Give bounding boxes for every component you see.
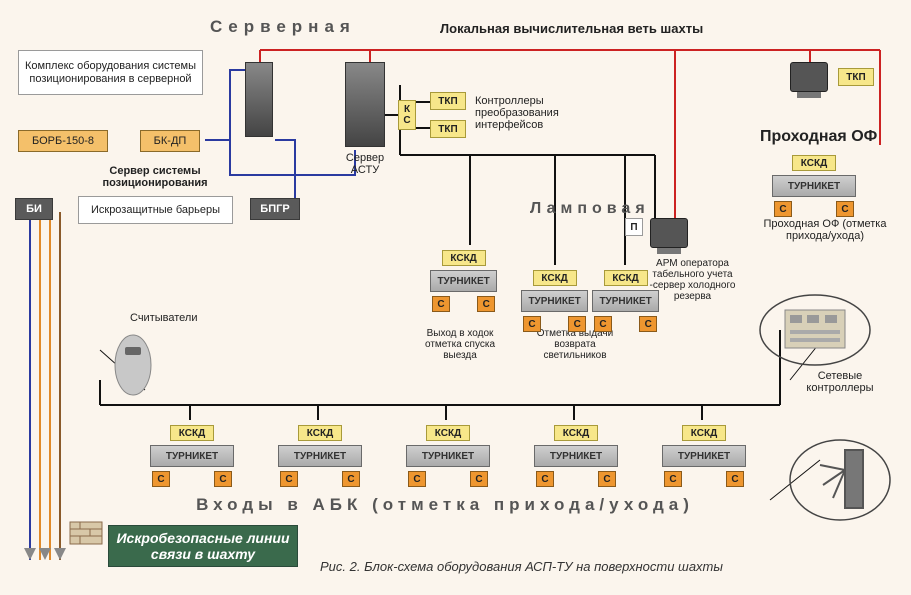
box-c: С [568, 316, 586, 332]
box-kskd: КСКД [442, 250, 486, 266]
box-tkp-top: ТКП [838, 68, 874, 86]
lbl-gate-of-sub: Проходная ОФ (отметка прихода/ухода) [760, 218, 890, 242]
box-c: С [639, 316, 657, 332]
lbl-netctrl: Сетевые контроллеры [795, 370, 885, 394]
lbl-out1: Выход в ходок отметка спуска выезда [420, 328, 500, 361]
box-safe-lines: Искробезопасные линии связи в шахту [108, 525, 298, 567]
box-turnstile: ТУРНИКЕТ [406, 445, 490, 467]
hdr-server-room: Серверная [210, 18, 356, 37]
box-c: С [408, 471, 426, 487]
box-turnstile: ТУРНИКЕТ [662, 445, 746, 467]
box-ks: К С [398, 100, 416, 130]
box-kskd: КСКД [554, 425, 598, 441]
lbl-out2: Отметка выдачи возврата светильников [525, 328, 625, 361]
box-kskd: КСКД [604, 270, 648, 286]
box-tkp-2: ТКП [430, 120, 466, 138]
box-kskd: КСКД [792, 155, 836, 171]
hdr-abk: Входы в АБК (отметка прихода/ухода) [125, 496, 765, 515]
box-kskd: КСКД [170, 425, 214, 441]
lbl-srv-pos: Сервер системы позиционирования [70, 165, 240, 189]
box-bars: Искрозащитные барьеры [78, 196, 233, 224]
box-bkdp: БК‑ДП [140, 130, 200, 152]
box-turnstile: ТУРНИКЕТ [278, 445, 362, 467]
box-bi: БИ [15, 198, 53, 220]
hdr-lan: Локальная вычислительная веть шахты [440, 22, 703, 36]
box-kskd: КСКД [533, 270, 577, 286]
box-c: С [726, 471, 744, 487]
pc-top [790, 62, 828, 92]
box-kskd: КСКД [298, 425, 342, 441]
box-c: С [432, 296, 450, 312]
box-c: С [664, 471, 682, 487]
server-positioning [245, 62, 273, 137]
server-astu [345, 62, 385, 147]
box-turnstile: ТУРНИКЕТ [534, 445, 618, 467]
box-c: С [836, 201, 854, 217]
box-c: С [280, 471, 298, 487]
pc-arm [650, 218, 688, 248]
box-complex: Комплекс оборудования системы позиционир… [18, 50, 203, 95]
box-p: П [625, 218, 643, 236]
box-turnstile: ТУРНИКЕТ [772, 175, 856, 197]
box-c: С [536, 471, 554, 487]
box-bpgr: БПГР [250, 198, 300, 220]
box-kskd: КСКД [426, 425, 470, 441]
box-turnstile: ТУРНИКЕТ [521, 290, 588, 312]
box-c: С [152, 471, 170, 487]
box-turnstile: ТУРНИКЕТ [592, 290, 659, 312]
box-turnstile: ТУРНИКЕТ [430, 270, 497, 292]
box-c: С [774, 201, 792, 217]
lbl-ctrl-conv: Контроллеры преобразования интерфейсов [475, 95, 585, 131]
box-tkp-1: ТКП [430, 92, 466, 110]
box-c: С [470, 471, 488, 487]
lbl-srv-astu: Сервер АСТУ [335, 152, 395, 176]
lbl-readers: Считыватели [130, 312, 197, 324]
box-c: С [214, 471, 232, 487]
box-c: С [477, 296, 495, 312]
figure-caption: Рис. 2. Блок-схема оборудования АСП-ТУ н… [320, 560, 723, 574]
box-c: С [342, 471, 360, 487]
box-c: С [523, 316, 541, 332]
box-kskd: КСКД [682, 425, 726, 441]
box-turnstile: ТУРНИКЕТ [150, 445, 234, 467]
hdr-lamp: Ламповая [530, 200, 650, 218]
box-c: С [598, 471, 616, 487]
box-c: С [594, 316, 612, 332]
box-borb: БОРБ‑150‑8 [18, 130, 108, 152]
hdr-gate-of: Проходная ОФ [760, 128, 877, 146]
